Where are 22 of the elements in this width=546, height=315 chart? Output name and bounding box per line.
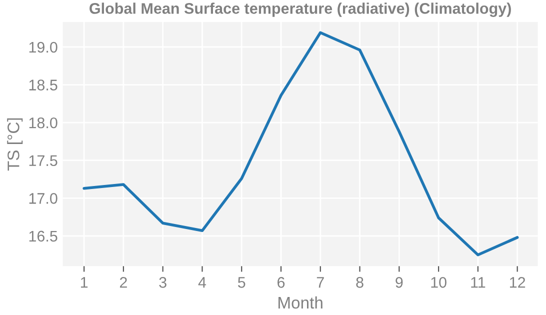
- x-tick-label: 4: [198, 277, 206, 288]
- x-tick-label: 6: [278, 276, 285, 288]
- x-axis-title: Month: [278, 296, 322, 309]
- x-tick-label: 11: [471, 277, 486, 288]
- y-tick-label: 17.5: [29, 155, 58, 166]
- x-tick-label: 3: [159, 276, 166, 288]
- x-tick-label: 5: [238, 277, 246, 288]
- x-tick-label: 7: [316, 277, 324, 288]
- y-tick-label: 18.0: [29, 117, 58, 128]
- x-tick-label: 12: [510, 276, 526, 288]
- y-tick-label: 18.5: [29, 80, 58, 90]
- x-tick-label: 8: [356, 276, 364, 288]
- y-tick-label: 16.5: [29, 230, 58, 242]
- y-tick-label: 17.0: [29, 193, 58, 204]
- x-tick-label: 9: [396, 276, 403, 288]
- x-tick-label: 10: [431, 276, 446, 288]
- y-axis-title: TS [°C]: [7, 118, 23, 171]
- x-tick-label: 2: [120, 276, 127, 288]
- chart-title: Global Mean Surface temperature (radiative) (Climatology): [90, 2, 511, 17]
- x-tick-label: 1: [80, 277, 88, 288]
- line-series: [82, 31, 519, 256]
- y-tick-label: 19.0: [29, 42, 58, 53]
